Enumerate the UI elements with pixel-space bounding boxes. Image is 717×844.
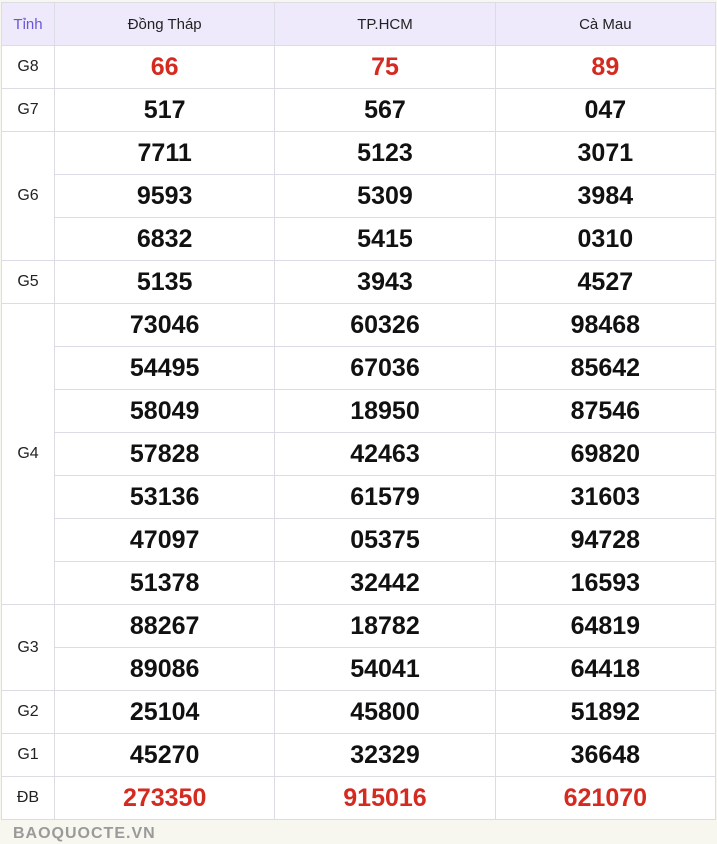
- prize-row: G5 5135 3943 4527: [1, 260, 717, 304]
- prize-row: 53136 61579 31603: [2, 475, 717, 519]
- prize-label: G4: [1, 303, 55, 605]
- prize-number: 64418: [494, 647, 717, 691]
- lottery-results-table: Tỉnh Đồng Tháp TP.HCM Cà Mau G8 66 75 89 G7 5…: [1, 2, 717, 820]
- header-row: Tỉnh Đồng Tháp TP.HCM Cà Mau: [1, 2, 717, 46]
- prize-number: 0310: [494, 217, 717, 261]
- prize-row: G4 73046 60326 98468: [1, 303, 717, 605]
- prize-number: 64819: [494, 604, 717, 648]
- prize-number: 87546: [494, 389, 717, 433]
- prize-number: 273350: [53, 776, 276, 820]
- prize-number: 25104: [53, 690, 276, 734]
- prize-number: 18782: [274, 604, 496, 648]
- prize-number: 47097: [53, 518, 276, 562]
- prize-row: G1 45270 32329 36648: [1, 733, 717, 777]
- prize-number: 5135: [53, 260, 276, 304]
- province-header-label: Tỉnh: [1, 2, 55, 46]
- prize-row: G3 88267 18782 64819: [1, 604, 717, 691]
- prize-row: G7 517 567 047: [1, 88, 717, 132]
- province-header: Cà Mau: [494, 2, 717, 46]
- prize-number: 45800: [274, 690, 496, 734]
- prize-number: 89: [494, 45, 717, 89]
- prize-row: 57828 42463 69820: [2, 432, 717, 476]
- prize-number: 3984: [494, 174, 717, 218]
- prize-label: G2: [1, 690, 55, 734]
- prize-label: G3: [1, 604, 55, 691]
- prize-number: 60326: [274, 303, 496, 347]
- prize-number: 5415: [274, 217, 496, 261]
- prize-number: 42463: [274, 432, 496, 476]
- prize-label: ĐB: [1, 776, 55, 820]
- prize-number: 32329: [274, 733, 496, 777]
- prize-number: 5309: [274, 174, 496, 218]
- prize-label: G1: [1, 733, 55, 777]
- prize-row: 47097 05375 94728: [2, 518, 717, 562]
- prize-label: G6: [1, 131, 55, 261]
- province-header: Đồng Tháp: [53, 2, 276, 46]
- prize-number: 88267: [53, 604, 276, 648]
- prize-number: 58049: [53, 389, 276, 433]
- prize-number: 69820: [494, 432, 717, 476]
- prize-number: 517: [53, 88, 276, 132]
- prize-number: 3943: [274, 260, 496, 304]
- prize-number: 047: [494, 88, 717, 132]
- prize-number: 94728: [494, 518, 717, 562]
- prize-row: ĐB 273350 915016 621070: [1, 776, 717, 820]
- prize-row: 6832 5415 0310: [2, 217, 717, 261]
- prize-number: 4527: [494, 260, 717, 304]
- prize-row: G6 7711 5123 3071: [1, 131, 717, 261]
- prize-row: 54495 67036 85642: [2, 346, 717, 390]
- prize-row: 58049 18950 87546: [2, 389, 717, 433]
- prize-number: 18950: [274, 389, 496, 433]
- prize-row: 9593 5309 3984: [2, 174, 717, 218]
- prize-number: 6832: [53, 217, 276, 261]
- prize-number: 75: [274, 45, 496, 89]
- prize-label: G5: [1, 260, 55, 304]
- prize-number: 54041: [274, 647, 496, 691]
- prize-number: 3071: [494, 131, 717, 175]
- prize-number: 53136: [53, 475, 276, 519]
- prize-number: 36648: [494, 733, 717, 777]
- prize-number: 57828: [53, 432, 276, 476]
- prize-label: G7: [1, 88, 55, 132]
- prize-row: 89086 54041 64418: [2, 647, 717, 691]
- prize-number: 621070: [494, 776, 717, 820]
- prize-number: 61579: [274, 475, 496, 519]
- prize-number: 16593: [494, 561, 717, 605]
- prize-row: G2 25104 45800 51892: [1, 690, 717, 734]
- prize-number: 567: [274, 88, 496, 132]
- prize-number: 66: [53, 45, 276, 89]
- prize-number: 51378: [53, 561, 276, 605]
- prize-number: 5123: [274, 131, 496, 175]
- prize-number: 73046: [53, 303, 276, 347]
- prize-number: 05375: [274, 518, 496, 562]
- prize-number: 67036: [274, 346, 496, 390]
- prize-number: 7711: [53, 131, 276, 175]
- prize-number: 915016: [274, 776, 496, 820]
- prize-row: G8 66 75 89: [1, 45, 717, 89]
- prize-number: 98468: [494, 303, 717, 347]
- prize-number: 51892: [494, 690, 717, 734]
- province-header: TP.HCM: [274, 2, 496, 46]
- prize-number: 31603: [494, 475, 717, 519]
- prize-number: 54495: [53, 346, 276, 390]
- prize-number: 89086: [53, 647, 276, 691]
- prize-number: 45270: [53, 733, 276, 777]
- prize-label: G8: [1, 45, 55, 89]
- prize-number: 9593: [53, 174, 276, 218]
- prize-number: 85642: [494, 346, 717, 390]
- watermark: BAOQUOCTE.VN: [13, 825, 156, 842]
- prize-row: 51378 32442 16593: [2, 561, 717, 605]
- prize-number: 32442: [274, 561, 496, 605]
